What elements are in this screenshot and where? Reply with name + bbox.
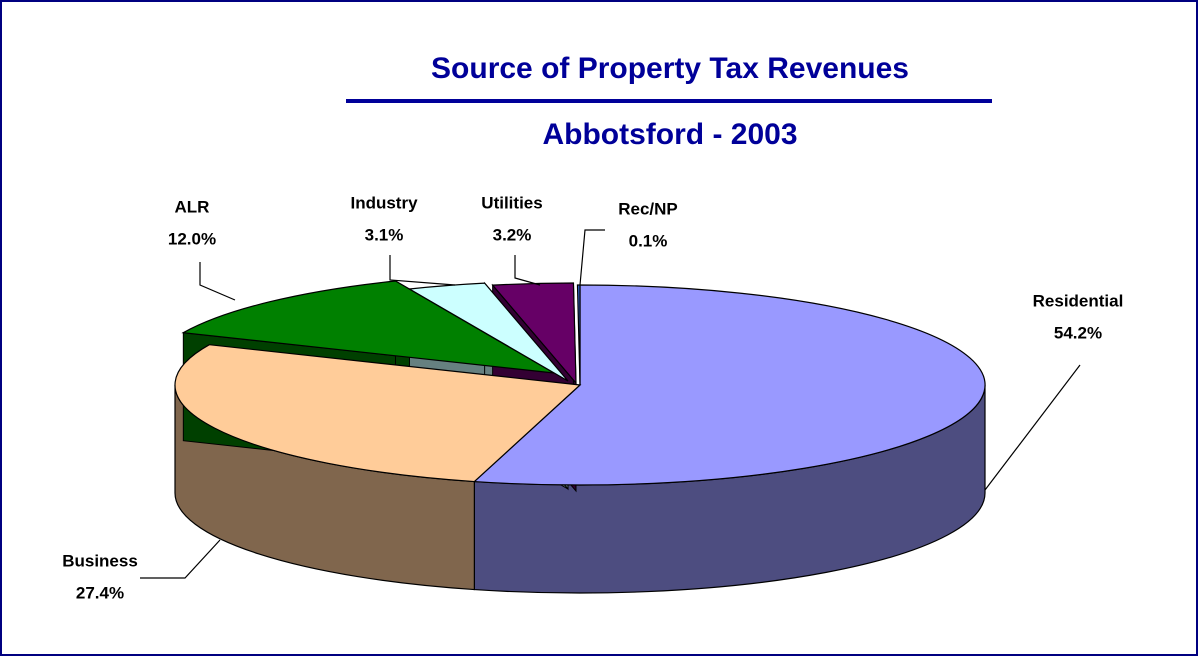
leader-line (984, 364, 1081, 491)
slice-value-label: 54.2% (1054, 323, 1102, 342)
slice-value-label: 12.0% (168, 229, 216, 248)
slice-label: Industry (350, 193, 418, 212)
slice-value-label: 3.2% (493, 225, 532, 244)
leader-line (199, 262, 236, 301)
slice (576, 284, 581, 386)
slice-label: Business (62, 551, 138, 570)
leader-line (389, 255, 456, 286)
slice (407, 282, 569, 382)
slice (472, 284, 986, 486)
slice-label: Residential (1033, 291, 1124, 310)
slice-value-label: 0.1% (629, 231, 668, 250)
leader-line (514, 255, 541, 286)
slice-value-label: 3.1% (365, 225, 404, 244)
slice (174, 344, 582, 483)
slice-label: Rec/NP (618, 199, 678, 218)
slice-label: ALR (175, 197, 210, 216)
slice-label: Utilities (481, 193, 542, 212)
leader-line (579, 229, 605, 286)
chart-subtitle: Abbotsford - 2003 (542, 118, 797, 151)
chart-title: Source of Property Tax Revenues (431, 52, 909, 85)
leader-line (140, 539, 221, 579)
slice-value-label: 27.4% (76, 583, 124, 602)
slice (181, 280, 555, 374)
